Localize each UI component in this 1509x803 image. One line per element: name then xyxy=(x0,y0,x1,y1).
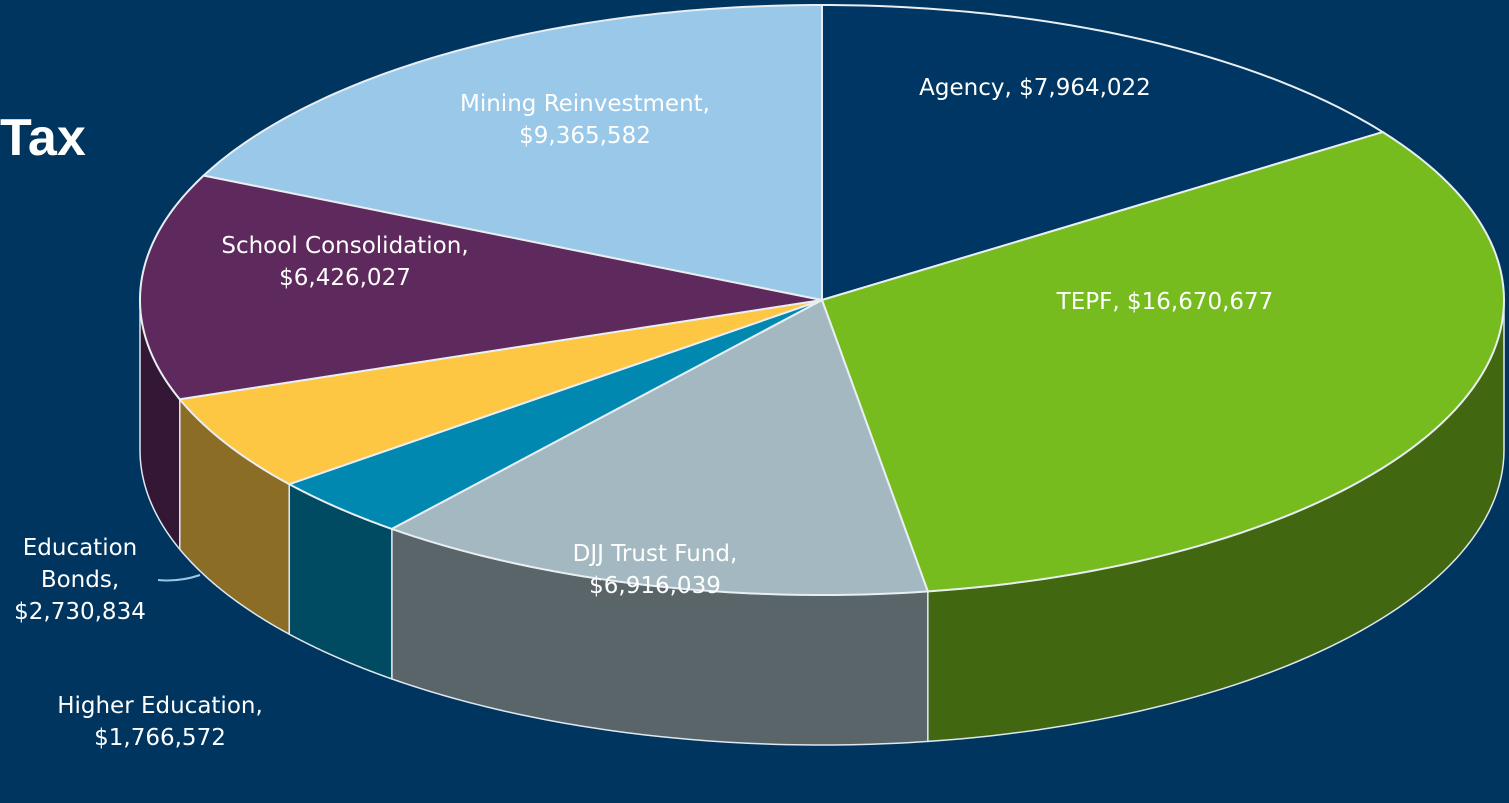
pie-slice xyxy=(286,299,823,531)
value-label: $7,964,022 xyxy=(1019,75,1151,101)
pie-slice xyxy=(139,174,823,401)
value-label: $6,426,027 xyxy=(279,265,411,291)
value-label: $6,916,039 xyxy=(589,573,721,599)
chart-title: Tax xyxy=(0,109,86,167)
data-label: Mining Reinvestment, $9,365,582 xyxy=(420,88,750,152)
data-label: School Consolidation, $6,426,027 xyxy=(185,230,505,294)
data-label: Agency, $7,964,022 xyxy=(825,72,1245,104)
category-label: Agency, xyxy=(919,75,1012,101)
value-label: $9,365,582 xyxy=(519,123,651,149)
category-label: TEPF, xyxy=(1056,289,1120,315)
value-label: $1,766,572 xyxy=(94,725,226,751)
data-label: Education Bonds, $2,730,834 xyxy=(0,532,160,628)
category-label: Education Bonds, xyxy=(22,535,138,593)
pie-slice xyxy=(389,298,930,597)
data-label: DJJ Trust Fund, $6,916,039 xyxy=(505,538,805,602)
category-label: School Consolidation, xyxy=(221,233,469,259)
pie-slice xyxy=(821,3,1386,302)
data-label: Higher Education, $1,766,572 xyxy=(20,690,300,754)
pie-slice xyxy=(820,130,1506,593)
category-label: Mining Reinvestment, xyxy=(460,91,710,117)
pie-slice xyxy=(177,299,823,486)
value-label: $2,730,834 xyxy=(14,599,146,625)
category-label: DJJ Trust Fund, xyxy=(572,541,738,567)
leader-line xyxy=(157,574,201,582)
value-label: $16,670,677 xyxy=(1126,289,1274,315)
data-label: TEPF, $16,670,677 xyxy=(955,286,1375,318)
pie-slice xyxy=(201,3,823,302)
category-label: Higher Education, xyxy=(57,693,263,719)
